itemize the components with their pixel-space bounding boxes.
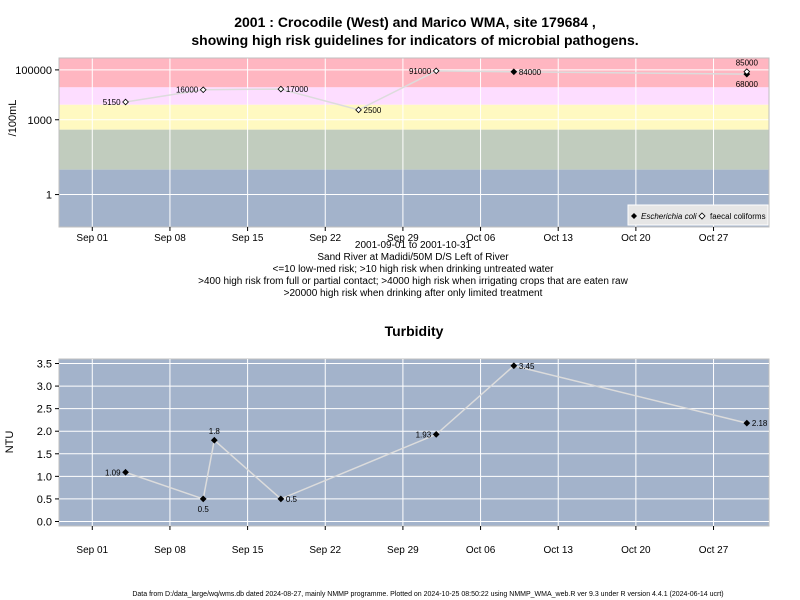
turbidity-data-label-1: 0.5: [198, 505, 210, 514]
y-tick-label-6: 3.0: [37, 381, 52, 393]
x-tick-label-5: Oct 06: [466, 545, 496, 556]
microbial-connecting-line: [125, 70, 748, 111]
chart-title-line-1: 2001 : Crocodile (West) and Marico WMA, …: [234, 14, 596, 30]
microbial-gridlines: [58, 57, 770, 228]
chart-title-line-2: showing high risk guidelines for indicat…: [191, 32, 638, 48]
turbidity-x-ticks: Sep 01 Sep 08 Sep 15 Sep 22 Sep 29 Oct 06 Oct …: [76, 526, 729, 556]
x-tick-label-4: Sep 29: [387, 233, 419, 244]
subtitle-guideline-1: <=10 low-med risk; >10 high risk when dr…: [273, 264, 555, 275]
microbial-plot-frame: [58, 57, 770, 228]
ecoli-point-0: [510, 68, 518, 76]
faecal-coliform-point-0: [122, 98, 129, 106]
x-tick-label-4: Sep 29: [387, 545, 419, 556]
turbidity-point-2: [210, 436, 218, 444]
x-tick-label-8: Oct 27: [699, 233, 729, 244]
subtitle-site: Sand River at Madidi/50M D/S Left of Riv…: [317, 252, 509, 263]
turbidity-point-4: [432, 431, 440, 438]
subtitle-guideline-3: >20000 high risk when drinking after onl…: [284, 288, 543, 299]
x-tick-label-7: Oct 20: [621, 233, 651, 244]
turbidity-y-axis-label: NTU: [4, 431, 16, 454]
faecal-coliform-point-5: [743, 68, 751, 76]
faecal-coliform-point-2: [277, 85, 285, 93]
legend-ecoli-marker: [631, 213, 637, 219]
x-tick-label-2: Sep 15: [232, 233, 264, 244]
x-tick-label-6: Oct 13: [543, 233, 573, 244]
x-tick-label-2: Sep 15: [232, 545, 264, 556]
faecal-coliform-data-label-3: 2500: [364, 106, 382, 115]
faecal-coliform-data-label-0: 5150: [103, 98, 121, 107]
legend-faecal-marker: [698, 212, 706, 220]
faecal-coliform-point-3: [355, 106, 362, 114]
legend-box: [627, 204, 769, 226]
faecal-coliform-data-label-1: 16000: [176, 86, 199, 95]
faecal-coliform-point-1: [199, 86, 207, 94]
faecal-coliform-point-4: [432, 67, 440, 75]
x-tick-label-5: Oct 06: [466, 233, 496, 244]
microbial-x-ticks: Sep 01 Sep 08 Sep 15 Sep 22 Sep 29 Oct 06 Oct …: [76, 227, 729, 244]
turbidity-plot-background: [58, 358, 770, 527]
y-tick-label-1: 0.5: [37, 494, 52, 506]
subtitle-guideline-2: >400 high risk from full or partial cont…: [198, 276, 628, 287]
faecal-coliform-data-label-4: 91000: [409, 67, 432, 76]
chart-subtitle: 2001-09-01 to 2001-10-31 Sand River at M…: [198, 240, 628, 299]
turbidity-data-label-3: 0.5: [286, 495, 298, 504]
microbial-points: [122, 67, 751, 114]
turbidity-point-5: [510, 362, 518, 370]
ecoli-data-label-1: 68000: [736, 80, 759, 89]
turbidity-data-label-0: 1.09: [105, 468, 121, 477]
turbidity-points: [122, 362, 751, 503]
turbidity-point-0: [122, 468, 129, 476]
y-tick-label-7: 3.5: [37, 359, 52, 371]
microbial-y-ticks: 1 1000 100000: [15, 65, 59, 202]
turbidity-point-3: [277, 495, 285, 503]
x-tick-label-8: Oct 27: [699, 545, 729, 556]
legend-ecoli-label: Escherichia coli: [641, 212, 697, 221]
turbidity-title: Turbidity: [385, 323, 444, 339]
x-tick-label-0: Sep 01: [76, 233, 108, 244]
y-tick-label-0: 1: [46, 190, 52, 202]
y-tick-label-2: 100000: [15, 65, 52, 77]
turbidity-data-label-6: 2.18: [752, 419, 768, 428]
turbidity-gridlines: [59, 359, 769, 526]
risk-band-1: [59, 87, 769, 105]
x-tick-label-1: Sep 08: [154, 233, 186, 244]
turbidity-point-6: [743, 419, 751, 427]
footer-note: Data from D:/data_large/wq/wms.db dated …: [132, 591, 723, 598]
turbidity-point-1: [199, 495, 207, 503]
x-tick-label-0: Sep 01: [76, 545, 108, 556]
risk-band-3: [59, 129, 769, 170]
x-tick-label-7: Oct 20: [621, 545, 651, 556]
x-tick-label-3: Sep 22: [309, 233, 341, 244]
y-tick-label-2: 1.0: [37, 471, 52, 483]
microbial-y-axis-label: /100mL: [7, 100, 19, 137]
risk-band-2: [59, 104, 769, 130]
y-tick-label-4: 2.0: [37, 426, 52, 438]
turbidity-data-label-5: 3.45: [519, 362, 535, 371]
risk-bands: [59, 58, 769, 227]
ecoli-data-label-0: 84000: [519, 68, 542, 77]
y-tick-label-5: 2.5: [37, 404, 52, 416]
turbidity-data-label-4: 1.93: [416, 430, 432, 439]
turbidity-data-labels: 1.09 0.5 1.8 0.5 1.93 3.45 2.18: [105, 362, 768, 514]
y-tick-label-0: 0.0: [37, 516, 52, 528]
x-tick-label-3: Sep 22: [309, 545, 341, 556]
x-tick-label-6: Oct 13: [543, 545, 573, 556]
microbial-series-line: [125, 70, 748, 111]
turbidity-data-label-2: 1.8: [209, 427, 221, 436]
faecal-coliform-data-label-2: 17000: [286, 85, 309, 94]
turbidity-y-ticks: 0.0 0.5 1.0 1.5 2.0 2.5 3.0 3.5: [37, 359, 59, 528]
microbial-data-labels: 84000 68000 5150 16000 17000 2500 91000 85000: [103, 59, 759, 115]
y-tick-label-3: 1.5: [37, 449, 52, 461]
x-tick-label-1: Sep 08: [154, 545, 186, 556]
legend-faecal-label: faecal coliforms: [710, 212, 766, 221]
y-tick-label-1: 1000: [28, 115, 52, 127]
turbidity-panel: Turbidity 1.090.51.80.51.933.452.18 0.00…: [4, 323, 770, 556]
subtitle-date-range: 2001-09-01 to 2001-10-31: [355, 240, 472, 251]
microbial-legend: Escherichia coli faecal coliforms: [627, 204, 769, 226]
faecal-coliform-data-label-5: 85000: [736, 59, 759, 68]
microbial-panel: 84000 68000 5150 16000 17000 2500 91000 85000 1…: [7, 57, 770, 244]
